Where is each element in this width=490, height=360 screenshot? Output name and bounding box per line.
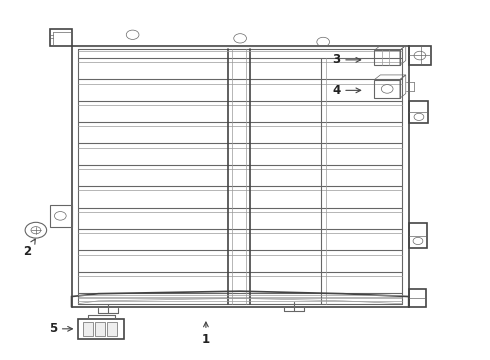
Polygon shape: [107, 321, 117, 336]
Text: 4: 4: [332, 84, 361, 97]
Text: 5: 5: [49, 322, 73, 335]
Polygon shape: [83, 321, 93, 336]
Text: 2: 2: [24, 239, 35, 258]
Text: 1: 1: [202, 322, 210, 346]
Polygon shape: [95, 321, 105, 336]
Text: 3: 3: [332, 53, 361, 66]
